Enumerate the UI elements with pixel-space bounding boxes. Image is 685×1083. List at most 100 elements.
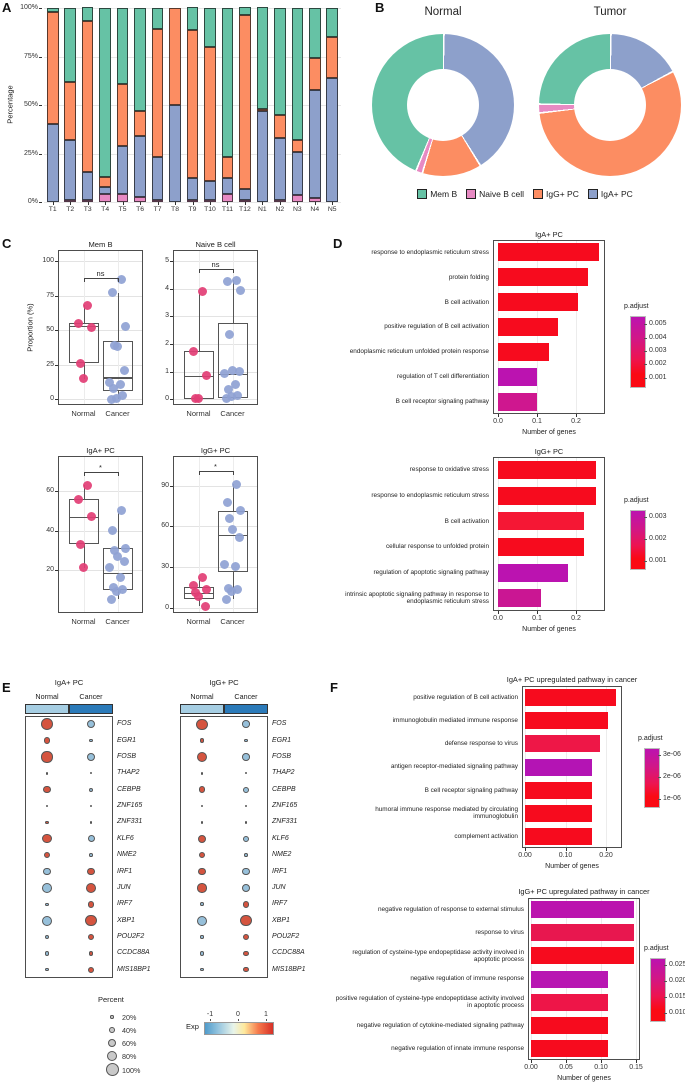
sig-bracket (198, 269, 233, 271)
y-tick-label: 25% (23, 149, 38, 157)
bar-segment-mem_b (186, 7, 199, 31)
gene-label: FOSB (117, 752, 137, 760)
data-point (113, 551, 122, 561)
bar-segment-iga_pc (81, 171, 94, 200)
bar-segment-naive_b (81, 200, 94, 202)
gene-label: MIS18BP1 (117, 965, 151, 973)
donut-hole (407, 69, 479, 141)
gridline (173, 371, 258, 373)
y-tick-label: 0 (165, 603, 169, 611)
bar-segment-igg_pc (239, 14, 251, 190)
go-bar (498, 268, 588, 287)
gene-dot (86, 882, 96, 893)
sig-label: * (214, 461, 217, 471)
go-bar (498, 293, 578, 312)
gridline (576, 240, 577, 414)
bar-segment-naive_b (221, 194, 234, 202)
stacked-bar (308, 8, 321, 202)
panel-c: C Proportion (%) Mem B 0 25 50 75 100 Normal Can… (0, 228, 335, 648)
y-tick-mark (170, 399, 173, 401)
x-tick-mark (576, 611, 577, 614)
gene-dot (45, 771, 49, 775)
y-tick-label: 2 (165, 340, 169, 348)
gene-dot (43, 737, 51, 744)
gene-dot (45, 820, 49, 824)
column-header: Cancer (234, 692, 258, 701)
gridline (173, 526, 258, 528)
data-point (188, 346, 198, 356)
gridline (58, 330, 143, 332)
gridline (173, 316, 258, 318)
go-bar (525, 804, 592, 822)
y-tick-mark (55, 261, 58, 263)
x-tick-label: T6 (136, 206, 145, 213)
percent-legend-label: 100% (122, 1065, 141, 1075)
gene-dot (43, 851, 51, 859)
data-point (110, 545, 120, 555)
data-point (231, 479, 241, 489)
x-tick-label: T9 (188, 206, 197, 213)
stacked-bar (291, 8, 304, 202)
go-bar-label: antigen receptor-mediated signaling path… (390, 763, 518, 771)
x-category-label: Normal (71, 617, 96, 626)
sig-bracket (83, 471, 118, 473)
subplot-title: Mem B (88, 240, 113, 249)
panel-b: B Normal Tumor Mem B Naive B cell IgG+ PC IgA… (345, 0, 685, 225)
plot-border (180, 716, 268, 978)
bar-segment-iga_pc (151, 157, 164, 200)
y-tick-label: 0 (165, 395, 169, 403)
bar-segment-igg_pc (291, 139, 304, 152)
bar-segment-mem_b (204, 7, 216, 47)
gene-label: FOSB (272, 752, 292, 760)
x-tick-mark (244, 202, 246, 205)
gene-dot (87, 835, 95, 843)
gene-label: ZNF165 (272, 802, 298, 810)
x-category-label: Normal (71, 409, 96, 418)
x-tick-mark (565, 848, 567, 851)
data-point (116, 274, 126, 284)
bar-segment-mem_b (64, 7, 76, 82)
y-tick-mark (55, 491, 58, 493)
gene-dot (44, 934, 50, 940)
gene-dot (242, 753, 250, 761)
x-tick-label: 0.2 (571, 615, 581, 622)
gridline (232, 250, 234, 405)
data-point (107, 288, 117, 298)
plot-border (173, 250, 258, 405)
bar-segment-igg_pc (151, 29, 164, 158)
padjust-tick-label: 0.003 (649, 512, 667, 520)
x-tick-label: N4 (310, 206, 320, 213)
gene-label: THAP2 (117, 769, 140, 777)
data-point (111, 393, 121, 403)
x-tick-mark (192, 202, 194, 205)
padjust-tick-label: 0.002 (649, 535, 667, 542)
bar-segment-mem_b (81, 6, 94, 21)
whisker (83, 544, 85, 568)
x-tick-label: 0.1 (532, 615, 542, 622)
y-tick-mark (55, 295, 58, 297)
bar-segment-mem_b (256, 6, 269, 109)
bar-segment-mem_b (99, 8, 111, 177)
go-bar (498, 318, 559, 336)
go-bar-label: cellular response to unfolded protein (385, 543, 489, 551)
sig-bracket (117, 471, 119, 476)
gene-label: XBP1 (117, 916, 135, 924)
gene-label: IRF1 (272, 867, 288, 875)
gridline (58, 399, 143, 401)
header-color-normal (180, 704, 224, 714)
padjust-tick-mark (658, 754, 661, 756)
panel-f: F IgA+ PC upregulated pathway in cancer 0… (330, 648, 685, 1083)
sig-bracket (83, 277, 85, 282)
gene-dotplots: IgA+ PC Normal Cancer FOS EGR1 FOSB THAP2 CEBPB… (0, 648, 335, 1083)
bar-segment-igg_pc (274, 114, 286, 138)
data-point (82, 300, 92, 310)
y-tick-mark (170, 288, 173, 290)
data-point (106, 594, 116, 604)
padjust-tick-label: 1e-06 (663, 795, 681, 803)
stacked-bar (221, 8, 234, 202)
bar-segment-iga_pc (116, 145, 129, 195)
y-tick-label: 30 (161, 562, 169, 570)
padjust-gradient (630, 510, 646, 570)
data-point (226, 392, 236, 402)
go-bar-label: regulation of T cell differentiation (396, 373, 489, 381)
